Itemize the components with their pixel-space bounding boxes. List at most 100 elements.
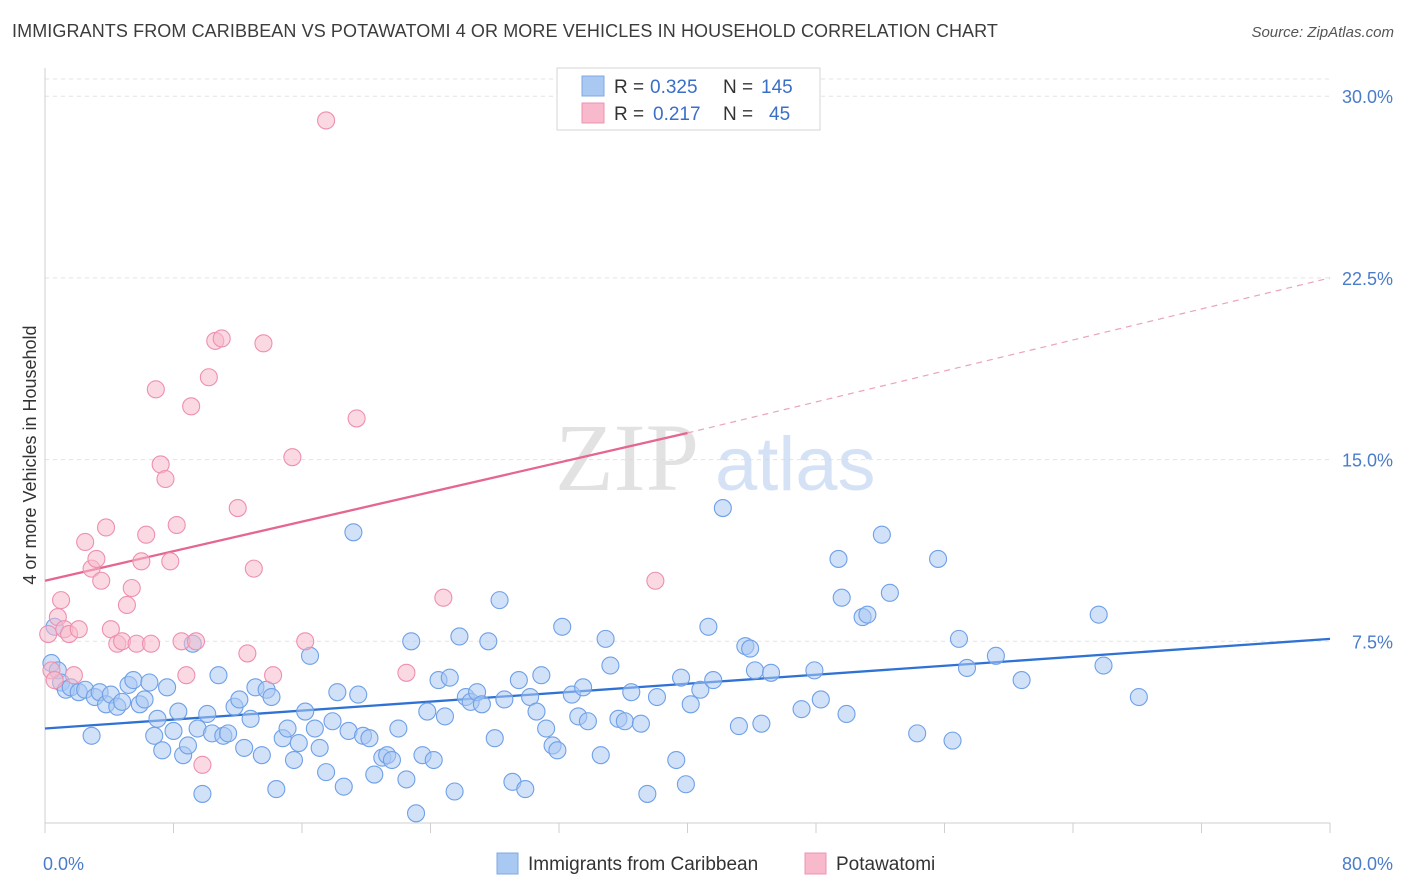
point-caribbean xyxy=(135,690,154,709)
point-caribbean xyxy=(858,605,877,624)
point-caribbean xyxy=(647,687,667,707)
point-caribbean xyxy=(124,671,143,690)
point-caribbean xyxy=(278,719,297,738)
point-caribbean xyxy=(310,738,329,757)
point-caribbean xyxy=(344,523,363,542)
point-potawatomi xyxy=(238,644,257,663)
point-caribbean xyxy=(1012,671,1031,690)
point-caribbean xyxy=(235,738,254,757)
point-caribbean xyxy=(397,770,416,789)
point-caribbean xyxy=(699,617,718,636)
point-potawatomi xyxy=(96,518,116,537)
point-caribbean xyxy=(418,702,437,721)
x-tick-label-min: 0.0% xyxy=(43,854,84,874)
legend-r-label-1: R = xyxy=(614,77,644,98)
point-caribbean xyxy=(631,714,650,733)
point-potawatomi xyxy=(167,515,186,535)
bottom-legend-swatch-potawatomi xyxy=(804,852,827,875)
source-credit: Source: ZipAtlas.com xyxy=(1251,24,1394,41)
point-caribbean xyxy=(360,729,379,748)
point-caribbean xyxy=(745,661,765,680)
point-caribbean xyxy=(317,763,336,782)
point-caribbean xyxy=(230,690,249,709)
point-potawatomi xyxy=(228,499,247,518)
point-potawatomi xyxy=(137,525,156,544)
point-potawatomi xyxy=(317,111,336,130)
watermark: ZIP atlas xyxy=(555,404,876,511)
point-caribbean xyxy=(402,632,421,651)
point-caribbean xyxy=(741,639,760,658)
legend-n-value-1: 145 xyxy=(761,77,793,98)
point-caribbean xyxy=(490,591,509,610)
point-caribbean xyxy=(792,700,811,719)
point-potawatomi xyxy=(397,663,416,682)
point-caribbean xyxy=(389,719,408,738)
point-caribbean xyxy=(284,750,304,770)
point-caribbean xyxy=(262,687,281,707)
point-caribbean xyxy=(832,588,851,607)
point-caribbean xyxy=(837,704,856,724)
point-caribbean xyxy=(949,629,969,648)
point-caribbean xyxy=(704,671,723,690)
point-caribbean xyxy=(450,627,469,646)
point-caribbean xyxy=(532,666,551,685)
point-potawatomi xyxy=(76,532,95,552)
x-tick-label-max: 80.0% xyxy=(1342,854,1393,874)
y-tick-label: 30.0% xyxy=(1342,87,1393,107)
point-caribbean xyxy=(872,525,891,544)
chart-title: IMMIGRANTS FROM CARIBBEAN VS POTAWATOMI … xyxy=(12,21,999,41)
point-caribbean xyxy=(596,629,615,648)
point-potawatomi xyxy=(141,634,161,653)
watermark-atlas: atlas xyxy=(715,422,876,507)
y-tick-label: 7.5% xyxy=(1352,632,1393,652)
point-caribbean xyxy=(440,668,459,687)
point-caribbean xyxy=(1094,656,1113,675)
point-caribbean xyxy=(672,668,691,687)
point-potawatomi xyxy=(296,632,315,651)
point-caribbean xyxy=(169,702,188,721)
point-caribbean xyxy=(1089,605,1108,624)
y-tick-label: 15.0% xyxy=(1342,451,1393,471)
point-potawatomi xyxy=(122,578,141,598)
data-points xyxy=(39,111,1148,823)
point-caribbean xyxy=(986,646,1005,665)
legend-r-value-1: 0.325 xyxy=(650,77,698,98)
point-potawatomi xyxy=(64,666,83,685)
point-caribbean xyxy=(209,666,228,685)
point-caribbean xyxy=(219,724,238,743)
point-caribbean xyxy=(681,695,700,714)
point-potawatomi xyxy=(117,595,136,615)
point-caribbean xyxy=(527,702,546,721)
point-caribbean xyxy=(296,702,315,721)
point-caribbean xyxy=(445,782,464,801)
point-caribbean xyxy=(591,746,610,765)
point-potawatomi xyxy=(186,632,206,651)
point-caribbean xyxy=(485,729,504,748)
legend-swatch-caribbean xyxy=(581,75,605,97)
legend-n-label-2: N = xyxy=(723,104,753,125)
trendline-potawatomi xyxy=(44,431,688,582)
point-caribbean xyxy=(908,724,927,743)
point-caribbean xyxy=(676,775,695,794)
point-potawatomi xyxy=(87,549,106,568)
point-potawatomi xyxy=(39,624,58,644)
point-potawatomi xyxy=(283,448,302,467)
point-caribbean xyxy=(164,721,183,740)
point-caribbean xyxy=(553,617,572,636)
y-tick-label: 22.5% xyxy=(1342,269,1393,289)
tick-labels: 7.5% 15.0% 22.5% 30.0% 0.0% 80.0% xyxy=(43,87,1393,874)
point-caribbean xyxy=(241,709,260,728)
point-caribbean xyxy=(805,661,824,680)
point-potawatomi xyxy=(193,755,212,774)
point-potawatomi xyxy=(199,368,218,387)
point-caribbean xyxy=(622,683,641,702)
point-caribbean xyxy=(516,780,535,799)
point-caribbean xyxy=(289,734,308,753)
point-caribbean xyxy=(829,549,848,568)
point-caribbean xyxy=(691,680,710,699)
top-legend: R = 0.325 N = 145 R = 0.217 N = 45 xyxy=(556,67,821,131)
point-caribbean xyxy=(82,726,101,745)
point-caribbean xyxy=(761,663,781,682)
point-caribbean xyxy=(267,780,286,799)
point-potawatomi xyxy=(244,559,263,578)
